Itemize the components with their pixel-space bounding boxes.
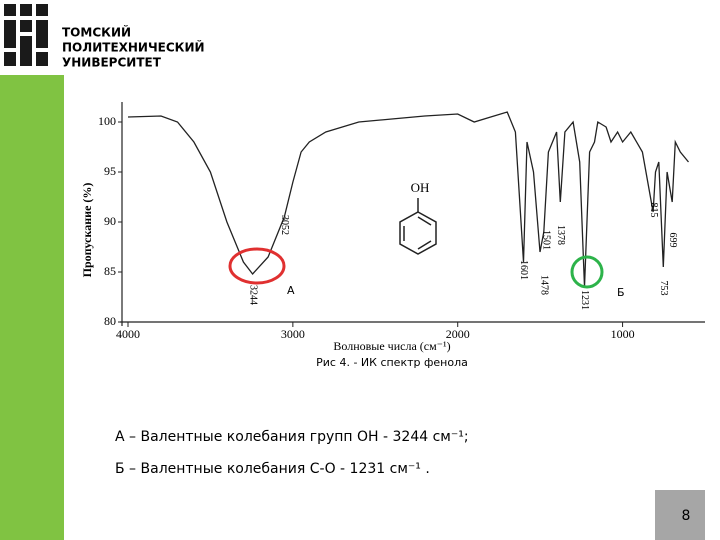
annotation: Б — [617, 286, 625, 299]
org-name: ТОМСКИЙ — [62, 25, 131, 40]
peak-label: 699 — [667, 233, 678, 248]
benzene — [399, 198, 437, 255]
peak-label: 815 — [648, 203, 659, 218]
y-tick-label: 100 — [98, 114, 116, 128]
org-name: ПОЛИТЕХНИЧЕСКИЙ — [62, 40, 205, 55]
org-name: УНИВЕРСИТЕТ — [62, 56, 162, 70]
logo — [4, 4, 48, 66]
highlight-b — [570, 255, 604, 289]
peak-label: 1478 — [538, 275, 549, 295]
structure-label: OH — [411, 180, 430, 195]
y-tick-label: 85 — [104, 264, 116, 278]
x-axis-label: Волновые числа (см⁻¹) — [333, 339, 450, 353]
slide-number: 8 — [682, 508, 691, 524]
y-tick-label: 95 — [104, 164, 116, 178]
peak-label: 1501 — [541, 230, 552, 250]
peak-label: 3244 — [247, 285, 258, 305]
note: А – Валентные колебания групп ОН - 3244 … — [115, 429, 469, 445]
peak-label: 753 — [658, 281, 669, 296]
peak-label: 1378 — [555, 225, 566, 245]
peak-label: 1231 — [579, 290, 590, 310]
y-tick-label: 80 — [104, 314, 116, 328]
x-tick-label: 1000 — [611, 327, 635, 341]
caption: Рис 4. - ИК спектр фенола — [316, 356, 468, 369]
peak-label: 3052 — [279, 215, 290, 235]
slide-number-box — [655, 490, 705, 540]
y-axis-label: Пропускание (%) — [80, 183, 94, 278]
x-tick-label: 4000 — [116, 327, 140, 341]
y-tick-label: 90 — [104, 214, 116, 228]
annotation: А — [287, 284, 295, 297]
peak-label: 1601 — [518, 260, 529, 280]
spectrum-line — [127, 111, 690, 288]
x-tick-label: 2000 — [446, 327, 470, 341]
x-tick-label: 3000 — [281, 327, 305, 341]
note: Б – Валентные колебания С-О - 1231 см⁻¹ … — [115, 461, 430, 477]
highlight-a — [228, 247, 286, 285]
side-bar — [0, 75, 64, 540]
